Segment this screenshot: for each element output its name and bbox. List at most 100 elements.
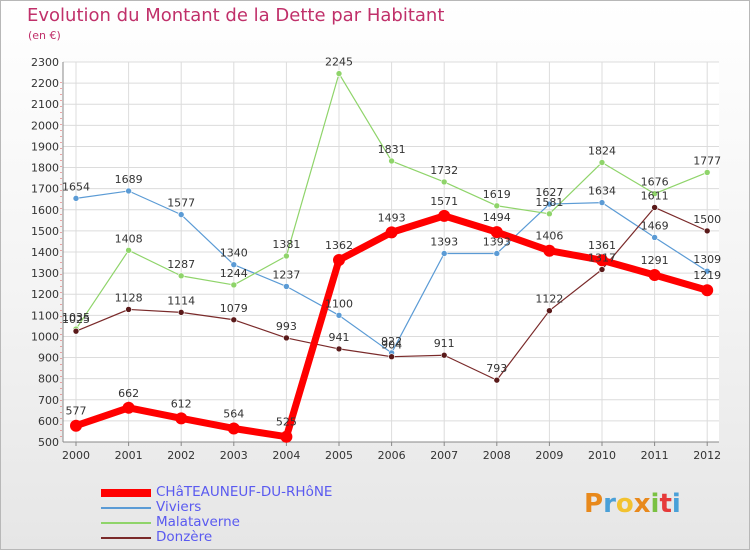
- data-point: [125, 187, 132, 195]
- y-tick-label: 2200: [31, 77, 59, 90]
- data-point: [438, 209, 451, 222]
- data-point: [230, 316, 238, 324]
- data-point: [440, 178, 448, 186]
- logo-letter: o: [615, 489, 634, 519]
- legend-label: CHâTEAUNEUF-DU-RHôNE: [156, 484, 333, 500]
- data-point: [440, 250, 448, 257]
- legend-label: Viviers: [156, 499, 202, 515]
- data-point: [543, 244, 556, 257]
- data-point: [230, 281, 238, 289]
- data-point: [546, 200, 553, 208]
- data-point: [283, 334, 290, 342]
- data-point: [596, 254, 608, 267]
- data-point: [490, 226, 503, 239]
- data-label: 662: [118, 387, 139, 400]
- data-point: [701, 284, 714, 297]
- data-point: [546, 307, 553, 314]
- data-point: [493, 250, 501, 257]
- y-tick-label: 2000: [31, 119, 59, 132]
- data-point: [335, 70, 343, 77]
- data-label: 1619: [483, 188, 511, 201]
- data-point: [125, 247, 132, 254]
- data-point: [651, 190, 658, 198]
- data-label: 1219: [693, 269, 721, 282]
- data-label: 1317: [588, 252, 616, 265]
- legend-swatch: [101, 537, 151, 539]
- data-label: 1287: [167, 258, 195, 271]
- data-point: [125, 306, 132, 313]
- data-label: 1381: [272, 238, 300, 251]
- data-label: 1100: [325, 297, 353, 310]
- data-point: [283, 283, 290, 290]
- data-label: 1362: [325, 239, 353, 252]
- data-point: [72, 327, 80, 335]
- data-label: 2245: [325, 56, 353, 69]
- data-label: 1361: [588, 239, 616, 252]
- legend-swatch: [101, 507, 151, 509]
- data-label: 1571: [430, 195, 458, 208]
- data-label: 1627: [535, 186, 563, 199]
- legend-swatch: [101, 522, 151, 524]
- data-label: 1408: [115, 232, 143, 245]
- y-tick-label: 500: [38, 436, 59, 449]
- data-label: 1581: [535, 196, 563, 209]
- x-tick-label: 2009: [535, 449, 563, 462]
- data-point: [493, 202, 501, 210]
- data-label: 1777: [693, 154, 721, 167]
- y-tick-label: 1800: [31, 162, 59, 175]
- data-point: [122, 401, 135, 414]
- logo-letter: P: [584, 489, 604, 519]
- data-label: 1035: [62, 311, 90, 324]
- y-tick-label: 1900: [31, 140, 59, 153]
- x-tick-label: 2003: [220, 449, 248, 462]
- data-label: 1393: [483, 235, 511, 248]
- y-tick-label: 900: [38, 352, 59, 365]
- data-point: [175, 412, 188, 425]
- y-tick-label: 2100: [31, 98, 59, 111]
- logo-letter: i: [671, 489, 681, 519]
- y-tick-label: 1700: [31, 183, 59, 196]
- data-label: 911: [434, 337, 455, 350]
- data-label: 1340: [220, 247, 248, 260]
- data-point: [72, 195, 80, 202]
- data-point: [648, 269, 661, 282]
- chart-title: Evolution du Montant de la Dette par Hab…: [27, 5, 445, 26]
- data-label: 525: [276, 416, 297, 429]
- y-tick-label: 1000: [31, 330, 59, 343]
- data-label: 1494: [483, 211, 511, 224]
- data-point: [598, 159, 606, 166]
- x-tick-label: 2011: [641, 449, 669, 462]
- data-point: [70, 419, 82, 432]
- data-label: 1577: [167, 197, 195, 210]
- data-label: 1634: [588, 185, 616, 198]
- logo-letter: x: [633, 489, 651, 519]
- data-point: [651, 204, 658, 211]
- x-tick-label: 2006: [378, 449, 406, 462]
- y-tick-label: 1200: [31, 288, 59, 301]
- data-label: 1611: [641, 189, 669, 202]
- data-label: 1831: [378, 143, 406, 156]
- data-label: 1676: [641, 176, 669, 189]
- data-label: 941: [329, 331, 350, 344]
- chart-unit-label: (en €): [28, 29, 61, 42]
- data-point: [388, 353, 395, 361]
- legend-label: Donzère: [156, 529, 213, 545]
- data-point: [227, 422, 240, 435]
- data-point: [651, 234, 658, 241]
- data-point: [598, 199, 606, 206]
- x-tick-label: 2002: [167, 449, 195, 462]
- x-tick-label: 2001: [115, 449, 143, 462]
- logo-letter: i: [650, 489, 660, 519]
- y-tick-label: 1600: [31, 204, 59, 217]
- data-point: [388, 157, 395, 165]
- data-point: [385, 226, 398, 239]
- legend-label: Malataverne: [156, 514, 240, 530]
- data-point: [440, 351, 448, 359]
- x-tick-label: 2000: [62, 449, 90, 462]
- y-tick-label: 1400: [31, 246, 59, 259]
- y-tick-label: 2300: [31, 56, 59, 69]
- data-label: 1244: [220, 267, 248, 280]
- data-label: 577: [66, 405, 87, 418]
- data-label: 1291: [641, 254, 669, 267]
- data-point: [703, 227, 711, 235]
